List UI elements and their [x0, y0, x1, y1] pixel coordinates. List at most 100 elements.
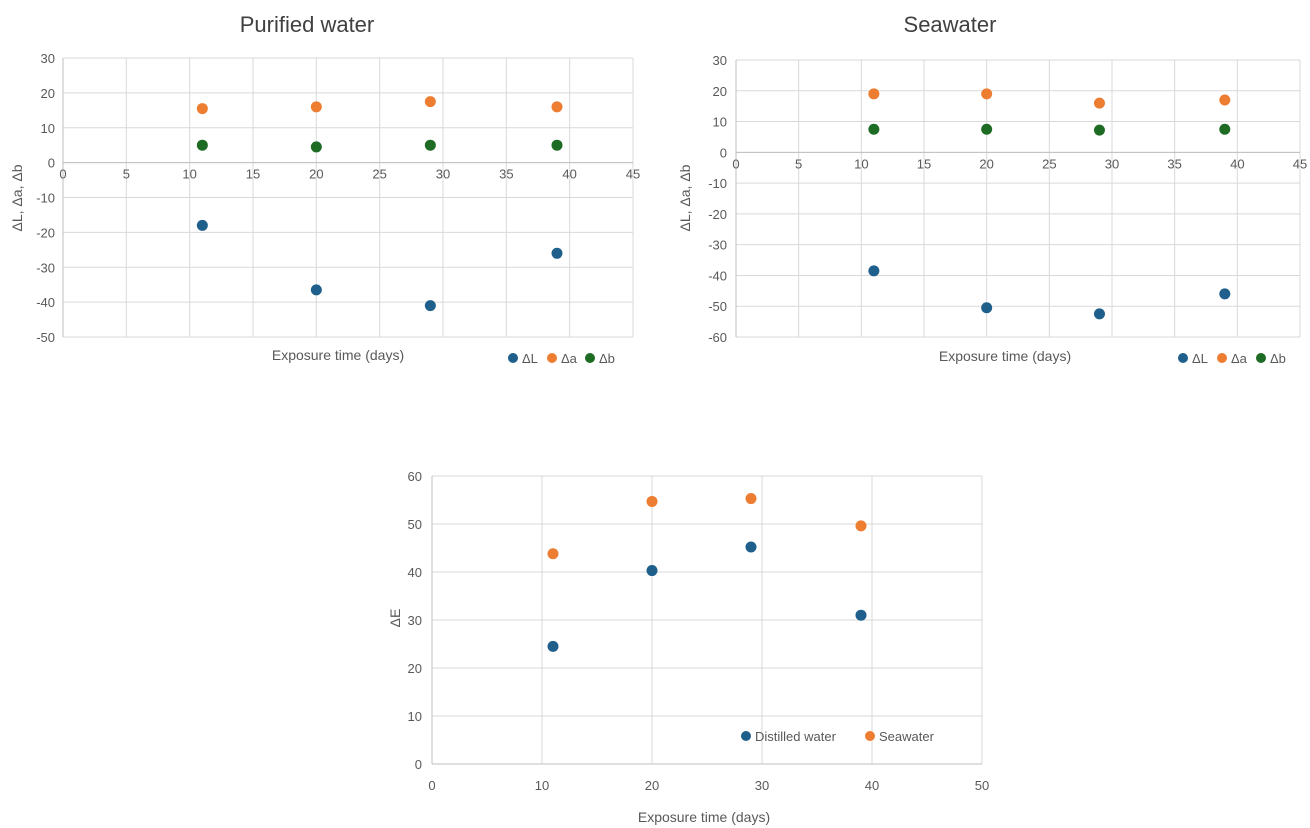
y-tick-label: 50 — [408, 517, 422, 532]
y-tick-label: 0 — [415, 757, 422, 772]
x-tick-label: 10 — [535, 778, 549, 793]
y-tick-label: -50 — [708, 299, 727, 314]
data-point — [745, 541, 757, 553]
x-axis-title: Exposure time (days) — [638, 809, 770, 825]
data-point — [981, 88, 993, 100]
legend-label: ΔL — [1192, 351, 1208, 366]
y-axis-title: ΔL, Δa, Δb — [9, 164, 25, 231]
x-tick-label: 30 — [1105, 156, 1119, 171]
legend-label: Distilled water — [755, 729, 837, 744]
y-tick-label: 0 — [720, 145, 727, 160]
x-tick-label: 15 — [246, 167, 260, 182]
x-tick-label: 40 — [1230, 156, 1244, 171]
data-point — [745, 493, 757, 505]
legend-label: Δb — [599, 351, 615, 366]
y-tick-label: 10 — [41, 121, 55, 136]
legend-marker — [865, 731, 875, 741]
x-tick-label: 10 — [854, 156, 868, 171]
legend-marker — [508, 353, 518, 363]
data-point — [310, 284, 322, 296]
y-tick-label: 30 — [408, 613, 422, 628]
y-tick-label: -20 — [36, 225, 55, 240]
data-point — [310, 101, 322, 113]
legend-marker — [1178, 353, 1188, 363]
legend-marker — [585, 353, 595, 363]
data-point — [196, 139, 208, 151]
chart-title-purified-water: Purified water — [239, 12, 375, 37]
data-point — [855, 520, 867, 532]
y-axis-title: ΔE — [387, 609, 403, 628]
y-axis-title: ΔL, Δa, Δb — [677, 164, 693, 231]
x-tick-label: 40 — [865, 778, 879, 793]
x-tick-label: 0 — [732, 156, 739, 171]
y-tick-label: 60 — [408, 469, 422, 484]
data-point — [1219, 94, 1231, 106]
data-point — [551, 247, 563, 259]
data-point — [1093, 97, 1105, 109]
x-tick-label: 5 — [123, 167, 130, 182]
legend-marker — [1256, 353, 1266, 363]
data-point — [424, 139, 436, 151]
x-axis-title: Exposure time (days) — [272, 347, 404, 363]
y-tick-label: 40 — [408, 565, 422, 580]
data-point — [547, 640, 559, 652]
y-tick-label: 10 — [713, 115, 727, 130]
x-tick-label: 30 — [755, 778, 769, 793]
y-tick-label: 0 — [48, 156, 55, 171]
legend-label: Δa — [1231, 351, 1248, 366]
y-tick-label: -30 — [36, 260, 55, 275]
x-axis-title: Exposure time (days) — [939, 348, 1071, 364]
legend-label: Δa — [561, 351, 578, 366]
data-point — [981, 302, 993, 314]
x-tick-label: 10 — [182, 167, 196, 182]
x-tick-label: 30 — [436, 167, 450, 182]
data-point — [424, 96, 436, 108]
y-tick-label: 10 — [408, 709, 422, 724]
x-tick-label: 5 — [795, 156, 802, 171]
data-point — [868, 265, 880, 277]
x-tick-label: 15 — [917, 156, 931, 171]
y-tick-label: 20 — [408, 661, 422, 676]
y-tick-label: -40 — [708, 268, 727, 283]
x-tick-label: 25 — [1042, 156, 1056, 171]
x-tick-label: 0 — [59, 167, 66, 182]
y-tick-label: 30 — [41, 51, 55, 66]
y-tick-label: -30 — [708, 238, 727, 253]
data-point — [196, 103, 208, 115]
y-tick-label: -10 — [708, 176, 727, 191]
legend-marker — [741, 731, 751, 741]
data-point — [1219, 123, 1231, 135]
y-tick-label: -40 — [36, 295, 55, 310]
x-tick-label: 50 — [975, 778, 989, 793]
legend-marker — [547, 353, 557, 363]
y-tick-label: 20 — [713, 84, 727, 99]
y-tick-label: -50 — [36, 330, 55, 345]
x-tick-label: 25 — [372, 167, 386, 182]
legend-label: ΔL — [522, 351, 538, 366]
data-point — [646, 565, 658, 577]
x-tick-label: 0 — [428, 778, 435, 793]
legend-marker — [1217, 353, 1227, 363]
data-point — [868, 88, 880, 100]
data-point — [868, 123, 880, 135]
data-point — [646, 495, 658, 507]
y-tick-label: -10 — [36, 191, 55, 206]
x-tick-label: 35 — [499, 167, 513, 182]
data-point — [310, 141, 322, 153]
data-point — [551, 101, 563, 113]
data-point — [196, 219, 208, 231]
data-point — [1093, 124, 1105, 136]
x-tick-label: 35 — [1167, 156, 1181, 171]
y-tick-label: -60 — [708, 330, 727, 345]
y-tick-label: -20 — [708, 207, 727, 222]
data-point — [424, 300, 436, 312]
x-tick-label: 45 — [626, 167, 640, 182]
x-tick-label: 20 — [309, 167, 323, 182]
data-point — [1219, 288, 1231, 300]
legend-label: Seawater — [879, 729, 935, 744]
y-tick-label: 30 — [713, 53, 727, 68]
data-point — [981, 123, 993, 135]
data-point — [551, 139, 563, 151]
y-tick-label: 20 — [41, 86, 55, 101]
